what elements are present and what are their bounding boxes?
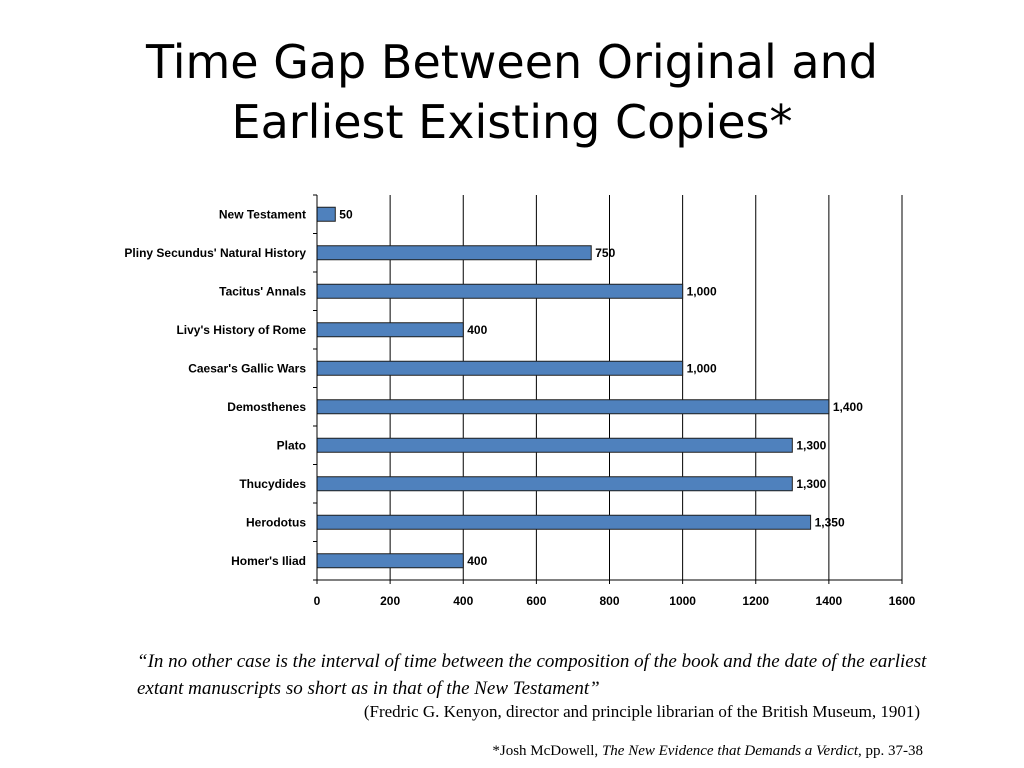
footnote-book-title: The New Evidence that Demands a Verdict <box>601 743 858 759</box>
category-label: Tacitus' Annals <box>219 284 306 298</box>
bar <box>316 245 592 261</box>
data-label: 1,000 <box>687 284 717 298</box>
bars <box>316 206 830 569</box>
bar <box>316 206 336 222</box>
data-label: 1,000 <box>687 361 717 375</box>
category-label: New Testament <box>219 207 306 221</box>
bar-chart: 0 200 400 600 800 1000 1200 1400 1600 New Testame… <box>124 194 916 608</box>
title-line-2: Earliest Existing Copies* <box>231 95 793 149</box>
data-label: 50 <box>339 207 353 221</box>
category-label: Plato <box>277 438 306 452</box>
category-label: Pliny Secundus' Natural History <box>124 246 306 260</box>
x-tick-label: 1200 <box>742 594 769 608</box>
x-tick-label: 200 <box>380 594 400 608</box>
bar <box>316 322 464 338</box>
data-label: 400 <box>467 323 487 337</box>
slide-title: Time Gap Between Original and Earliest E… <box>0 32 1024 152</box>
bar <box>316 399 830 415</box>
data-label: 750 <box>595 246 615 260</box>
footnote-suffix: , pp. 37-38 <box>858 743 923 759</box>
data-label: 1,300 <box>796 438 826 452</box>
category-label: Livy's History of Rome <box>176 323 306 337</box>
x-tick-label: 800 <box>599 594 619 608</box>
axes <box>313 194 903 584</box>
quote-text: “In no other case is the interval of tim… <box>137 651 927 699</box>
x-tick-label: 1600 <box>889 594 916 608</box>
x-tick-label: 600 <box>526 594 546 608</box>
bar <box>316 360 684 376</box>
footnote: *Josh McDowell, The New Evidence that De… <box>0 743 923 760</box>
bar <box>316 476 793 492</box>
data-label: 1,350 <box>815 515 845 529</box>
category-label: Caesar's Gallic Wars <box>188 361 306 375</box>
title-line-1: Time Gap Between Original and <box>146 35 878 89</box>
bar <box>316 553 464 569</box>
x-tick-label: 0 <box>314 594 321 608</box>
category-label: Demosthenes <box>227 400 306 414</box>
category-label: Homer's Iliad <box>231 554 306 568</box>
labels: 0 200 400 600 800 1000 1200 1400 1600 New Testame… <box>124 207 915 608</box>
category-label: Thucydides <box>239 477 306 491</box>
x-tick-label: 1000 <box>669 594 696 608</box>
data-label: 400 <box>467 554 487 568</box>
bar <box>316 437 793 453</box>
x-tick-label: 400 <box>453 594 473 608</box>
bar <box>316 283 684 299</box>
quote-attribution: (Fredric G. Kenyon, director and princip… <box>363 702 920 721</box>
category-label: Herodotus <box>246 515 306 529</box>
footnote-prefix: *Josh McDowell, <box>492 743 602 759</box>
bar <box>316 514 812 530</box>
x-tick-label: 1400 <box>816 594 843 608</box>
data-label: 1,300 <box>796 477 826 491</box>
data-label: 1,400 <box>833 400 863 414</box>
